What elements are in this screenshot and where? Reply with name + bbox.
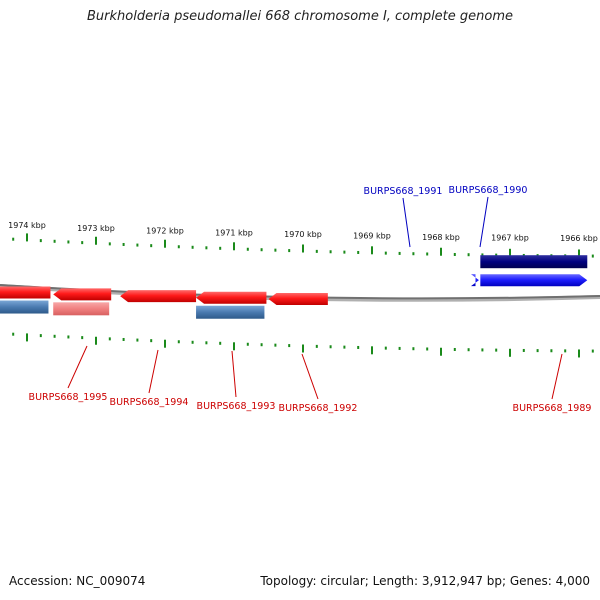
gene-arrow-forward[interactable] [470,274,479,287]
scale-label: 1972 kbp [146,226,184,235]
gene-labels: BURPS668_1991 BURPS668_1990 BURPS668_1989 B… [29,185,592,414]
scale-labels: 1974 kbp 1973 kbp 1972 kbp 1971 kbp 1970 kbp… [8,221,598,243]
gene-label[interactable]: BURPS668_1989 [513,403,592,414]
scale-label: 1968 kbp [422,233,460,242]
map-title: Burkholderia pseudomallei 668 chromosome… [86,9,514,24]
label-leader [148,349,159,394]
gene-label[interactable]: BURPS668_1993 [197,401,276,412]
gene-arrow-reverse[interactable] [196,291,267,304]
label-leader [231,350,237,398]
gene-arrow-reverse[interactable] [120,290,197,303]
scale-label: 1970 kbp [284,230,322,239]
scale-ticks-reverse [12,332,594,358]
accession-text: Accession: NC_009074 [9,574,146,588]
gene-label[interactable]: BURPS668_1995 [29,392,108,403]
gene-feature-reverse [53,302,110,316]
gene-label[interactable]: BURPS668_1991 [364,186,443,197]
scale-ticks-forward [12,233,594,258]
scale-label: 1974 kbp [8,221,46,230]
gene-feature-reverse [196,305,265,319]
gene-arrow-reverse[interactable] [268,292,328,305]
scale-label: 1969 kbp [353,232,391,241]
genome-summary-text: Topology: circular; Length: 3,912,947 bp… [260,574,590,588]
scale-label: 1973 kbp [77,224,115,233]
gene-arrow-reverse[interactable] [0,286,51,299]
label-leader [67,345,88,389]
label-leader [402,197,411,248]
gene-label[interactable]: BURPS668_1990 [449,185,528,196]
label-leader [301,353,319,400]
gene-label[interactable]: BURPS668_1994 [110,397,189,408]
label-leader [551,353,563,400]
gene-arrow-reverse[interactable] [53,288,112,301]
scale-label: 1971 kbp [215,228,253,237]
gene-arrows [0,274,588,305]
gene-features [0,255,588,319]
gene-label[interactable]: BURPS668_1992 [279,403,358,414]
label-leader [479,196,489,248]
gene-feature-reverse [0,300,49,314]
gene-arrow-forward[interactable] [480,274,588,287]
scale-label: 1966 kbp [560,234,598,243]
scale-label: 1967 kbp [491,234,529,243]
gene-feature-forward [480,255,588,269]
label-leaders [67,196,563,400]
